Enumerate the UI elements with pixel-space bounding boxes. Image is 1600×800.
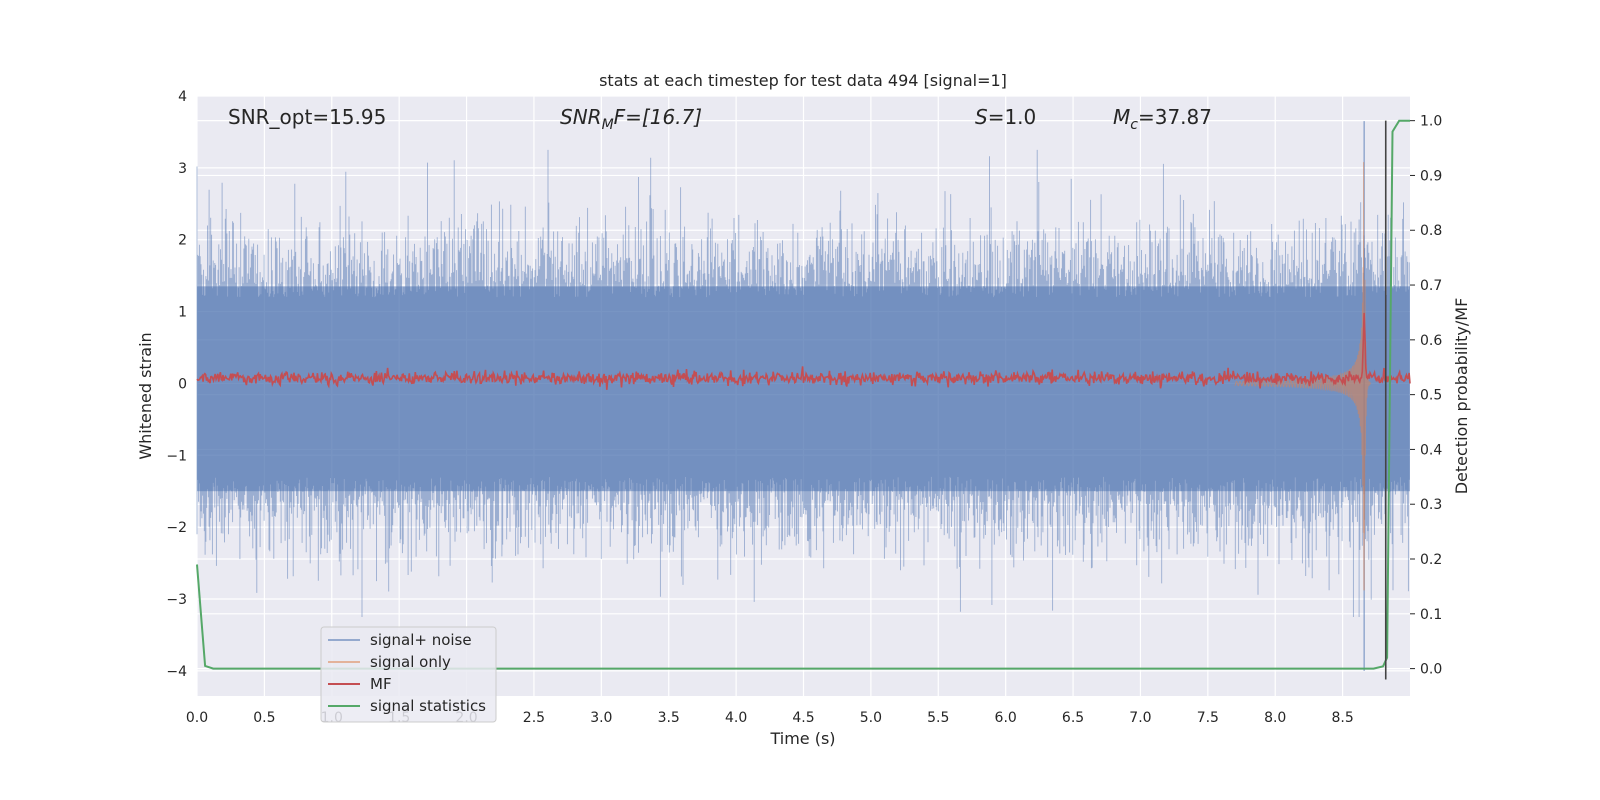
x-tick-label: 2.5 bbox=[523, 710, 545, 726]
x-tick-label: 8.5 bbox=[1331, 710, 1353, 726]
annotation-mc: Mc=37.87 bbox=[1113, 105, 1212, 133]
x-tick-label: 0.5 bbox=[253, 710, 275, 726]
y-right-tick-label: 0.5 bbox=[1420, 388, 1442, 404]
legend-box bbox=[320, 626, 497, 723]
x-tick-label: 5.0 bbox=[860, 710, 882, 726]
y-left-tick-label: 4 bbox=[178, 89, 187, 105]
y-left-tick-label: 3 bbox=[178, 161, 187, 177]
y-axis-label-left: Whitened strain bbox=[136, 332, 155, 459]
x-tick-label: 6.0 bbox=[995, 710, 1017, 726]
x-tick-label: 6.5 bbox=[1062, 710, 1084, 726]
y-right-tick-label: 0.6 bbox=[1420, 333, 1442, 349]
legend-label-signal-noise: signal+ noise bbox=[370, 631, 472, 649]
x-tick-label: 4.5 bbox=[792, 710, 814, 726]
y-right-tick-label: 0.9 bbox=[1420, 168, 1442, 184]
y-left-tick-label: 2 bbox=[178, 233, 187, 249]
x-tick-label: 0.0 bbox=[186, 710, 208, 726]
y-left-tick-label: −4 bbox=[166, 664, 187, 680]
y-axis-label-right: Detection probability/MF bbox=[1452, 298, 1471, 495]
y-right-tick-label: 0.1 bbox=[1420, 607, 1442, 623]
y-right-tick-label: 0.4 bbox=[1420, 442, 1442, 458]
annotation-snr-opt: SNR_opt=15.95 bbox=[228, 105, 386, 129]
chart-title: stats at each timestep for test data 494… bbox=[599, 71, 1007, 90]
x-tick-label: 7.0 bbox=[1129, 710, 1151, 726]
y-right-tick-label: 0.7 bbox=[1420, 278, 1442, 294]
y-right-tick-label: 1.0 bbox=[1420, 114, 1442, 130]
legend: signal+ noise signal only MF signal stat… bbox=[320, 626, 497, 723]
y-right-tick-label: 0.8 bbox=[1420, 223, 1442, 239]
x-tick-label: 3.0 bbox=[590, 710, 612, 726]
annotation-s: S=1.0 bbox=[975, 105, 1036, 129]
x-tick-label: 3.5 bbox=[658, 710, 680, 726]
y-right-tick-label: 0.0 bbox=[1420, 662, 1442, 678]
x-tick-label: 5.5 bbox=[927, 710, 949, 726]
series-mf bbox=[196, 312, 1411, 390]
legend-label-signal-statistics: signal statistics bbox=[370, 697, 486, 715]
signal-statistics-trace bbox=[196, 119, 1410, 670]
y-left-tick-label: −2 bbox=[166, 520, 187, 536]
legend-label-mf: MF bbox=[370, 675, 392, 693]
x-axis-label: Time (s) bbox=[769, 729, 835, 748]
y-right-tick-label: 0.2 bbox=[1420, 552, 1442, 568]
x-tick-label: 7.5 bbox=[1197, 710, 1219, 726]
y-right-tick-labels: 1.0 0.9 0.8 0.7 0.6 0.5 0.4 0.3 0.2 0.1 0.0 bbox=[1410, 114, 1442, 678]
y-left-tick-label: −3 bbox=[166, 592, 187, 608]
annotation-snr-mf: SNRMF=[16.7] bbox=[560, 105, 702, 133]
legend-label-signal-only: signal only bbox=[370, 653, 451, 671]
y-left-tick-labels: 4 3 2 1 0 −1 −2 −3 −4 bbox=[166, 89, 187, 680]
y-right-tick-label: 0.3 bbox=[1420, 497, 1442, 513]
series-signal-noise bbox=[196, 121, 1410, 671]
y-left-tick-label: 1 bbox=[178, 305, 187, 321]
mf-trace bbox=[196, 312, 1411, 390]
y-left-tick-label: 0 bbox=[178, 376, 187, 392]
x-tick-label: 8.0 bbox=[1264, 710, 1286, 726]
series-signal-statistics bbox=[196, 119, 1410, 670]
y-left-tick-label: −1 bbox=[166, 448, 187, 464]
x-tick-label: 4.0 bbox=[725, 710, 747, 726]
